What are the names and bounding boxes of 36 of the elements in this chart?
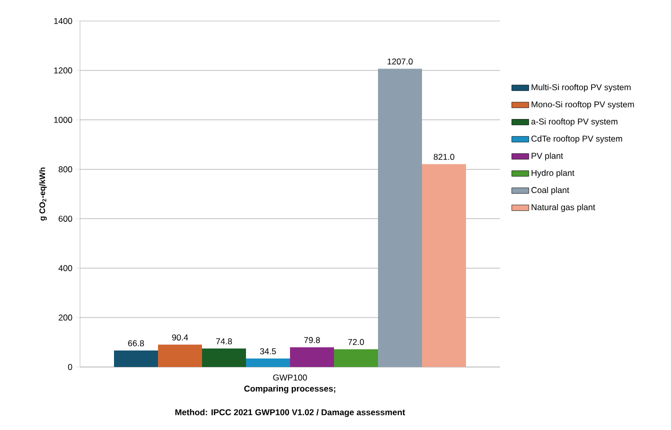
bar — [334, 349, 378, 367]
y-tick-label: 400 — [58, 265, 72, 272]
y-tick-label: 200 — [58, 314, 72, 321]
legend-label: CdTe rooftop PV system — [531, 135, 622, 144]
y-tick-label: 1400 — [54, 18, 72, 24]
y-axis-title: g CO$_{2}$-eq/kWh — [39, 168, 47, 221]
bar — [158, 344, 202, 367]
data-label: 66.8 — [128, 340, 144, 346]
bar — [378, 68, 422, 367]
legend-label: Multi-Si rooftop PV system — [532, 84, 631, 92]
legend-label: a-Si rooftop PV system — [531, 118, 618, 126]
data-label: 79.8 — [304, 337, 320, 344]
y-tick-label: 800 — [58, 166, 72, 172]
x-tick-label: GWP100 — [273, 374, 307, 381]
y-tick-label: 1000 — [54, 116, 72, 123]
data-label: 1207.0 — [388, 58, 413, 64]
data-label: 74.8 — [216, 338, 232, 344]
legend-label: Natural gas plant — [532, 204, 596, 212]
legend-label: Mono-Si rooftop PV system — [532, 101, 634, 110]
data-label: 821.0 — [434, 154, 454, 160]
bar — [114, 350, 158, 367]
data-label: 72.0 — [348, 338, 364, 345]
legend-label: Coal plant — [531, 186, 570, 195]
bar — [290, 347, 334, 367]
data-label: 34.5 — [260, 348, 276, 354]
x-axis-title: Comparing processes; — [244, 385, 336, 394]
legend-label: PV plant — [532, 152, 564, 160]
bar — [202, 348, 246, 367]
data-label: 90.4 — [172, 334, 188, 340]
y-tick-label: 1200 — [54, 67, 72, 74]
bar — [422, 164, 466, 367]
legend-label: Hydro plant — [532, 170, 574, 178]
y-tick-label: 0 — [68, 364, 72, 370]
y-tick-label: 600 — [58, 216, 72, 222]
text: Method: IPCC 2021 GWP100 V1.02 / Damage assessment — [175, 409, 406, 417]
bar — [246, 358, 290, 367]
